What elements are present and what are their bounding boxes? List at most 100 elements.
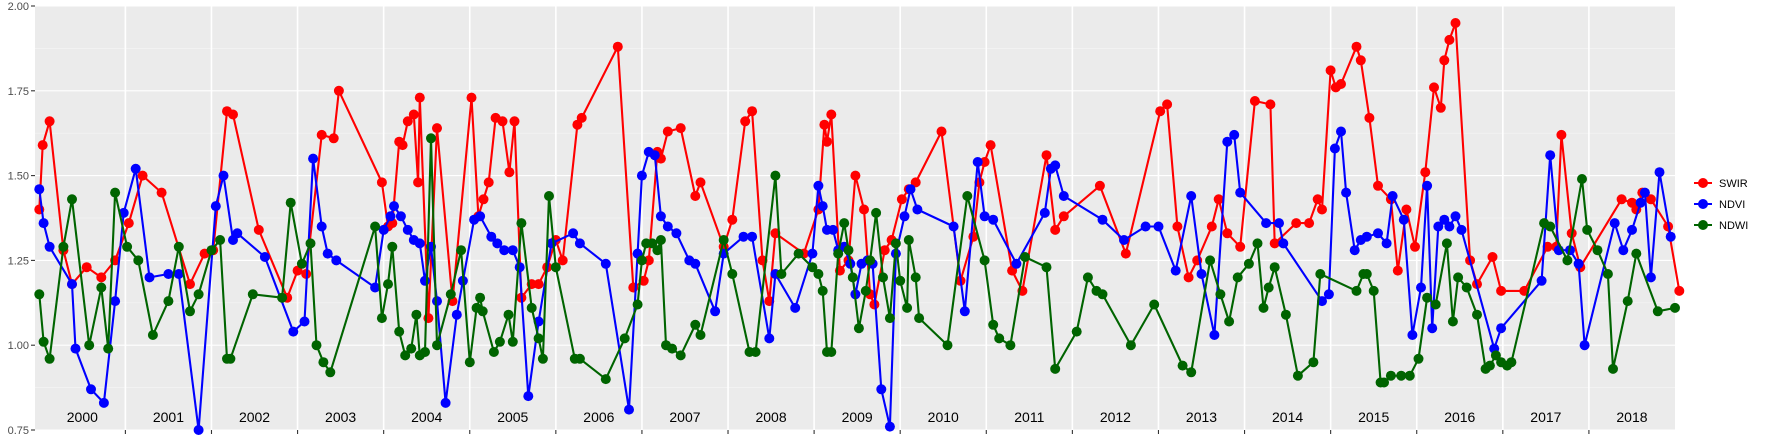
ndvi-point bbox=[905, 184, 916, 195]
ndvi-point bbox=[163, 269, 174, 279]
ndvi-point bbox=[486, 231, 497, 242]
ndwi-point bbox=[376, 313, 387, 324]
ndwi-point bbox=[1545, 221, 1556, 232]
ndvi-point bbox=[259, 252, 270, 262]
ndvi-point bbox=[1140, 221, 1151, 232]
ndwi-point bbox=[878, 272, 888, 283]
ndwi-point bbox=[277, 292, 288, 303]
swir-point bbox=[413, 177, 424, 188]
ndvi-point bbox=[1422, 180, 1433, 191]
ndwi-point bbox=[1020, 252, 1030, 262]
ndwi-point bbox=[456, 245, 467, 256]
swir-point bbox=[137, 170, 148, 181]
swir-point bbox=[466, 92, 477, 103]
ndvi-point bbox=[912, 204, 923, 215]
ndwi-point bbox=[1404, 370, 1415, 381]
swir-point bbox=[509, 116, 520, 127]
ndvi-point bbox=[507, 245, 518, 256]
y-axis: 0.75 1.00 1.25 1.50 1.75 2.00 bbox=[8, 1, 35, 437]
ndvi-point bbox=[1450, 211, 1461, 222]
ndvi-point bbox=[1119, 235, 1129, 245]
swir-point bbox=[432, 123, 442, 134]
swir-point bbox=[740, 116, 751, 127]
ndwi-point bbox=[215, 235, 226, 245]
ndwi-point bbox=[1315, 269, 1326, 279]
ndvi-point bbox=[499, 245, 510, 256]
ndvi-point bbox=[747, 231, 758, 242]
swir-point bbox=[1364, 112, 1375, 123]
ndvi-point bbox=[972, 157, 983, 167]
ndvi-point bbox=[813, 180, 824, 191]
year-label: 2014 bbox=[1272, 409, 1303, 425]
swir-point bbox=[727, 214, 738, 225]
ndwi-point bbox=[411, 309, 422, 320]
ndvi-point bbox=[636, 170, 647, 181]
ndvi-point bbox=[884, 421, 895, 432]
ndvi-point bbox=[67, 279, 77, 290]
ndwi-point bbox=[1453, 272, 1464, 283]
ndwi-point bbox=[675, 350, 686, 361]
swir-point bbox=[483, 177, 494, 188]
ndvi-point bbox=[1639, 187, 1650, 198]
ndwi-point bbox=[133, 255, 144, 266]
ndwi-point bbox=[44, 353, 55, 364]
ndwi-point bbox=[1177, 360, 1188, 371]
ndvi-point bbox=[1427, 323, 1438, 334]
ndwi-point bbox=[325, 367, 336, 378]
year-label: 2000 bbox=[67, 409, 98, 425]
swir-point bbox=[497, 116, 508, 127]
ndvi-point bbox=[98, 397, 109, 408]
swir-point bbox=[1222, 228, 1233, 239]
year-label: 2013 bbox=[1186, 409, 1217, 425]
ndvi-point bbox=[1609, 218, 1620, 229]
ndwi-point bbox=[1224, 316, 1235, 327]
ndwi-point bbox=[1652, 306, 1663, 317]
ndwi-point bbox=[193, 289, 204, 300]
swir-point bbox=[316, 129, 327, 140]
ndvi-point bbox=[1373, 228, 1383, 239]
swir-point bbox=[185, 279, 195, 290]
swir-point bbox=[1050, 224, 1061, 235]
ndwi-point bbox=[619, 333, 630, 344]
ndwi-point bbox=[84, 340, 95, 351]
ndvi-point bbox=[1635, 197, 1646, 208]
ndvi-point bbox=[1278, 238, 1289, 249]
ndwi-point bbox=[860, 285, 871, 296]
ndvi-point bbox=[790, 302, 801, 313]
ndwi-point bbox=[432, 340, 442, 351]
swir-point bbox=[1058, 211, 1069, 222]
swir-point bbox=[402, 116, 413, 127]
ndwi-point bbox=[1608, 363, 1618, 374]
ndwi-point bbox=[173, 241, 184, 252]
swir-point bbox=[1439, 55, 1450, 66]
ndvi-point bbox=[1039, 207, 1050, 218]
ndvi-point bbox=[86, 384, 96, 395]
ndwi-point bbox=[843, 245, 854, 256]
ndwi-point bbox=[1280, 309, 1291, 320]
ndwi-point bbox=[494, 336, 505, 347]
ndwi-point bbox=[1461, 282, 1472, 293]
ndwi-point bbox=[1215, 289, 1226, 300]
swir-point bbox=[643, 255, 654, 266]
ndwi-point bbox=[813, 269, 824, 279]
swir-point bbox=[1206, 221, 1217, 232]
swir-point bbox=[1155, 106, 1166, 117]
ndvi-point bbox=[710, 306, 721, 317]
swir-point bbox=[612, 41, 623, 52]
ndwi-point bbox=[962, 191, 973, 201]
ndvi-point bbox=[308, 153, 319, 164]
ndwi-point bbox=[1243, 258, 1254, 269]
ndvi-point bbox=[299, 316, 310, 327]
ndwi-point bbox=[426, 133, 436, 144]
swir-point bbox=[333, 85, 344, 96]
swir-point bbox=[936, 126, 947, 137]
year-label: 2016 bbox=[1444, 409, 1475, 425]
ndwi-point bbox=[1413, 353, 1424, 364]
ndwi-point bbox=[387, 241, 398, 252]
ndwi-point bbox=[516, 218, 527, 229]
ndvi-point bbox=[1186, 191, 1197, 201]
swir-point bbox=[328, 133, 339, 144]
ndvi-point bbox=[1456, 224, 1467, 235]
ndvi-point bbox=[876, 384, 887, 395]
swir-point bbox=[1336, 79, 1346, 89]
